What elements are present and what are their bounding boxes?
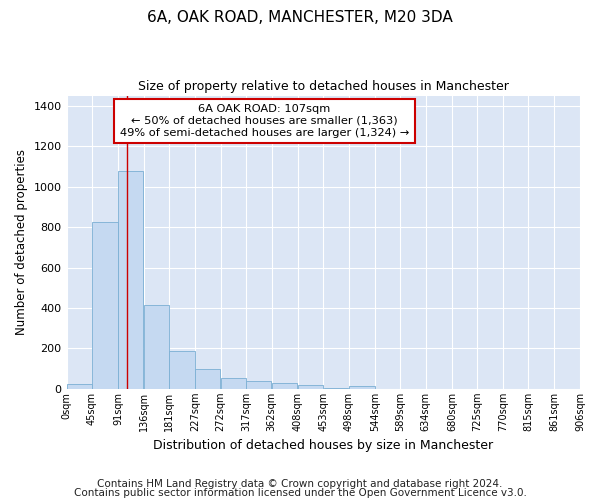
Bar — [221, 378, 246, 389]
Text: Contains public sector information licensed under the Open Government Licence v3: Contains public sector information licen… — [74, 488, 526, 498]
Bar — [298, 385, 323, 389]
Bar — [323, 388, 349, 389]
Bar — [247, 382, 271, 389]
Text: 6A OAK ROAD: 107sqm
← 50% of detached houses are smaller (1,363)
49% of semi-det: 6A OAK ROAD: 107sqm ← 50% of detached ho… — [119, 104, 409, 138]
Bar — [92, 222, 118, 389]
Text: Contains HM Land Registry data © Crown copyright and database right 2024.: Contains HM Land Registry data © Crown c… — [97, 479, 503, 489]
Bar — [196, 368, 220, 389]
Bar — [272, 383, 298, 389]
Y-axis label: Number of detached properties: Number of detached properties — [15, 149, 28, 335]
Bar — [144, 305, 169, 389]
Text: 6A, OAK ROAD, MANCHESTER, M20 3DA: 6A, OAK ROAD, MANCHESTER, M20 3DA — [147, 10, 453, 25]
X-axis label: Distribution of detached houses by size in Manchester: Distribution of detached houses by size … — [153, 440, 493, 452]
Title: Size of property relative to detached houses in Manchester: Size of property relative to detached ho… — [138, 80, 509, 93]
Bar — [67, 384, 92, 389]
Bar — [118, 172, 143, 389]
Bar — [169, 352, 195, 389]
Bar — [349, 386, 374, 389]
